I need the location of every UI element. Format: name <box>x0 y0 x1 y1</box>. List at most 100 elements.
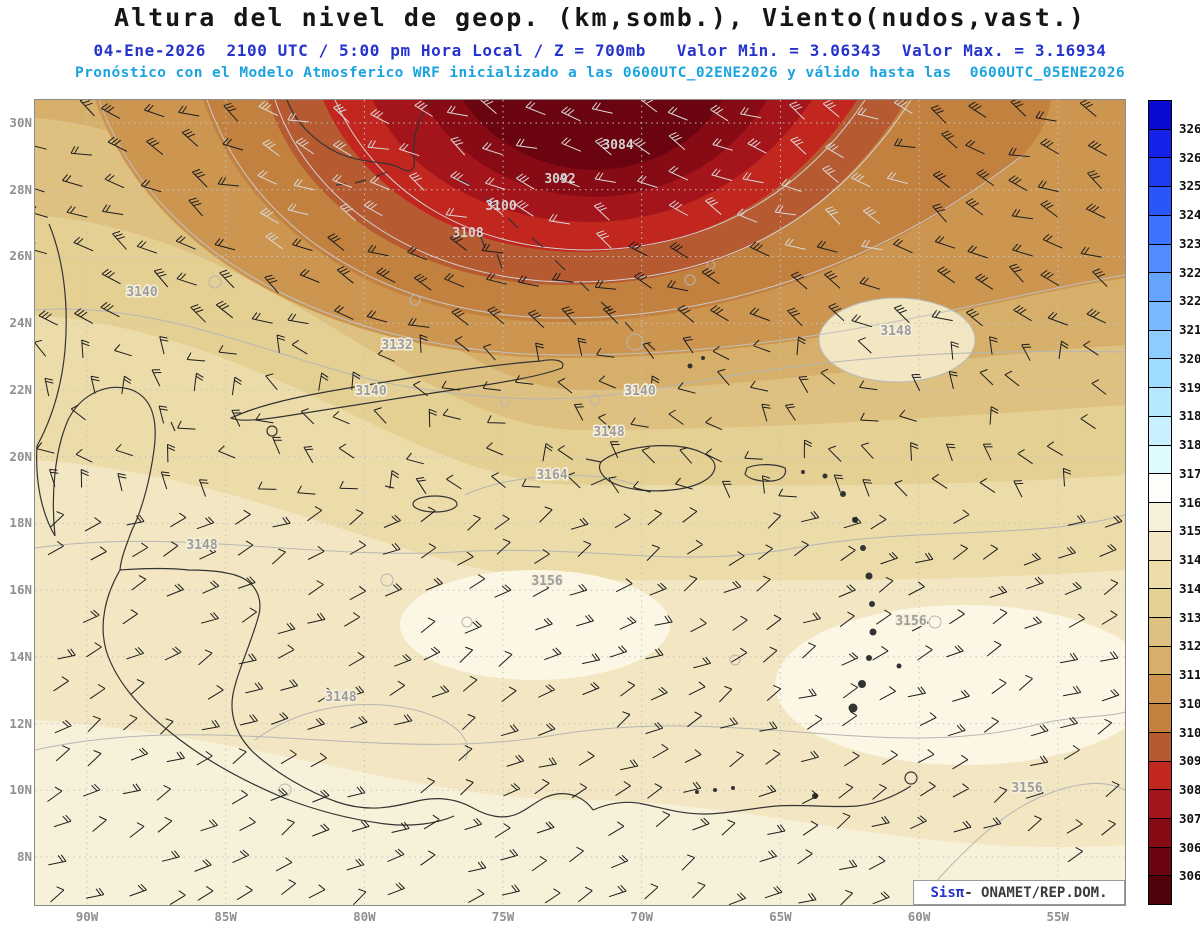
svg-text:3140: 3140 <box>624 384 655 399</box>
coast-mexico <box>36 223 67 537</box>
colorbar-label: 3220 <box>1179 293 1200 309</box>
colorbar-label: 3076 <box>1179 810 1200 826</box>
colorbar-segment <box>1149 531 1171 561</box>
colorbar-label: 3188 <box>1179 408 1200 424</box>
colorbar-segment <box>1149 847 1171 877</box>
colorbar-segment <box>1149 129 1171 159</box>
lat-label: 16N <box>9 582 32 598</box>
lat-label: 24N <box>9 315 32 331</box>
colorbar-segment <box>1149 101 1171 130</box>
colorbar-segment <box>1149 617 1171 647</box>
colorbar-segment <box>1149 761 1171 791</box>
colorbar-segment <box>1149 704 1171 733</box>
svg-text:3164: 3164 <box>536 468 567 483</box>
lon-label: 60W <box>907 909 931 924</box>
colorbar-segment <box>1149 215 1171 245</box>
credit-text: - ONAMET/REP.DOM. <box>964 884 1108 901</box>
colorbar-segment <box>1149 330 1171 360</box>
colorbar-label: 3180 <box>1179 437 1200 452</box>
svg-text:3156: 3156 <box>895 614 926 629</box>
colorbar-segment <box>1149 589 1171 618</box>
svg-text:3140: 3140 <box>126 285 157 300</box>
colorbar-segment <box>1149 474 1171 504</box>
svg-text:3156: 3156 <box>531 574 562 589</box>
svg-text:3100: 3100 <box>485 199 516 214</box>
island-isla-juventud <box>266 425 278 437</box>
coast-central-america <box>119 567 594 818</box>
colorbar-label: 3156 <box>1179 523 1200 539</box>
island-cuba <box>229 359 564 421</box>
lat-label: 18N <box>9 515 32 531</box>
chart-subtitle-model: Pronóstico con el Modelo Atmosferico WRF… <box>75 65 1125 81</box>
colorbar-segment <box>1149 388 1171 417</box>
svg-text:3148: 3148 <box>325 690 356 705</box>
svg-text:3140: 3140 <box>355 384 386 399</box>
colorbar-segment <box>1149 359 1171 389</box>
colorbar-segment <box>1149 876 1171 905</box>
lat-label: 28N <box>9 181 32 197</box>
svg-text:3148: 3148 <box>880 324 911 339</box>
colorbar-segment <box>1149 818 1171 848</box>
coast-yucatan <box>52 386 156 571</box>
island-puerto-rico <box>744 464 787 482</box>
colorbar-label: 3108 <box>1179 695 1200 711</box>
colorbar-label: 3100 <box>1179 724 1200 740</box>
lon-label: 80W <box>353 909 376 924</box>
svg-text:3132: 3132 <box>381 338 412 353</box>
lat-label: 20N <box>9 448 32 464</box>
colorbar-segment <box>1149 675 1171 705</box>
lon-label: 70W <box>630 909 653 924</box>
lon-label: 55W <box>1046 909 1070 924</box>
colorbar <box>1148 100 1172 905</box>
chart-subtitle-validtime: 04-Ene-2026 2100 UTC / 5:00 pm Hora Loca… <box>93 41 1107 60</box>
colorbar-label: 3260 <box>1179 149 1200 165</box>
colorbar-segment <box>1149 732 1171 762</box>
colorbar-label: 3092 <box>1179 753 1200 769</box>
colorbar-label: 3084 <box>1179 782 1200 797</box>
lat-label: 8N <box>16 849 32 865</box>
coast-venezuela <box>592 785 912 815</box>
colorbar-label: 3236 <box>1179 235 1200 251</box>
colorbar-label: 3268 <box>1179 120 1200 136</box>
svg-text:3148: 3148 <box>593 425 624 440</box>
wind-barbs <box>35 100 1123 905</box>
lon-label: 75W <box>491 909 515 924</box>
colorbar-segment <box>1149 445 1171 475</box>
lon-label: 85W <box>214 909 237 924</box>
colorbar-label: 3212 <box>1179 322 1200 337</box>
colorbar-label: 3196 <box>1179 379 1200 395</box>
contour-lines <box>35 100 1125 905</box>
svg-text:3084: 3084 <box>602 138 633 153</box>
coast-florida <box>286 100 431 172</box>
colorbar-segment <box>1149 560 1171 590</box>
lon-label: 90W <box>75 909 99 924</box>
lat-label: 14N <box>9 648 32 664</box>
chart-title: Altura del nivel de geop. (km,somb.), Vi… <box>114 3 1086 32</box>
colorbar-segment <box>1149 273 1171 303</box>
colorbar-segment <box>1149 790 1171 819</box>
colorbar-label: 3164 <box>1179 494 1200 510</box>
colorbar-label: 3124 <box>1179 638 1200 654</box>
colorbar-label: 3244 <box>1179 207 1200 222</box>
colorbar-label: 3068 <box>1179 839 1200 855</box>
colorbar-segment <box>1149 646 1171 676</box>
island-trinidad <box>904 771 918 785</box>
colorbar-label: 3172 <box>1179 465 1200 481</box>
colorbar-label: 3060 <box>1179 868 1200 884</box>
credit-box: Sisπ - ONAMET/REP.DOM. <box>913 880 1125 905</box>
svg-text:3092: 3092 <box>544 172 575 187</box>
filled-contours <box>35 100 1125 905</box>
colorbar-label: 3116 <box>1179 667 1200 682</box>
lat-label: 10N <box>9 782 32 798</box>
colorbar-label: 3148 <box>1179 552 1200 567</box>
svg-text:3156: 3156 <box>1011 781 1042 796</box>
colorbar-segment <box>1149 244 1171 274</box>
colorbar-label: 3132 <box>1179 609 1200 625</box>
colorbar-segment <box>1149 158 1171 188</box>
island-jamaica <box>412 495 458 513</box>
svg-text:3108: 3108 <box>452 226 483 241</box>
colorbar-label: 3252 <box>1179 178 1200 194</box>
colorbar-label: 3140 <box>1179 580 1200 596</box>
